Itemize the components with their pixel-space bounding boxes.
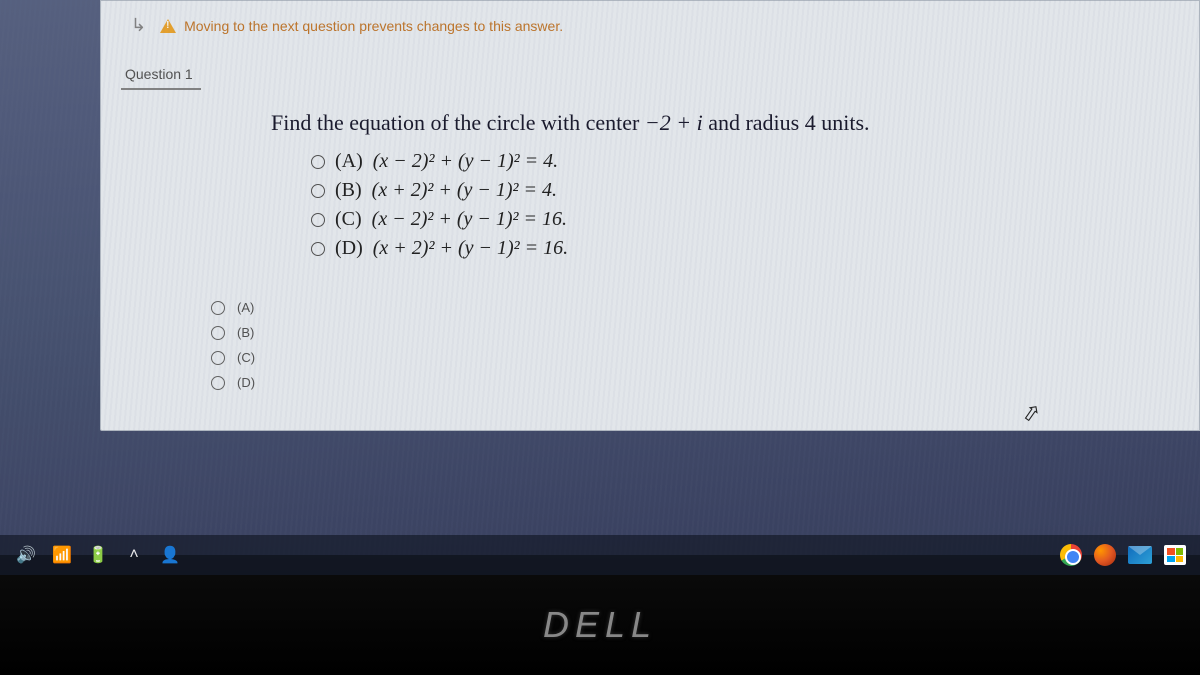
radio-icon <box>311 242 325 256</box>
volume-icon[interactable]: 🔊 <box>14 543 38 567</box>
ms-store-icon[interactable] <box>1164 545 1186 565</box>
monitor-bezel: DELL <box>0 575 1200 675</box>
image-option-c: (C) (x − 2)² + (y − 1)² = 16. <box>311 208 1169 231</box>
indent-arrow-icon: ↳ <box>131 15 146 36</box>
battery-icon[interactable]: 🔋 <box>86 543 110 567</box>
question-text: Find the equation of the circle with cen… <box>271 110 1169 136</box>
chrome-icon[interactable] <box>1060 544 1082 566</box>
radio-icon <box>311 213 325 227</box>
mail-icon[interactable] <box>1128 546 1152 564</box>
warning-text: Moving to the next question prevents cha… <box>184 18 563 34</box>
answer-row-d[interactable]: (D) <box>211 375 1169 390</box>
wifi-icon[interactable]: 📶 <box>50 543 74 567</box>
answer-row-b[interactable]: (B) <box>211 325 1169 340</box>
radio-icon <box>311 184 325 198</box>
answer-label: (B) <box>237 325 254 340</box>
radio-input-a[interactable] <box>211 301 225 315</box>
image-option-a: (A) (x − 2)² + (y − 1)² = 4. <box>311 150 1169 173</box>
quiz-panel: ↳ Moving to the next question prevents c… <box>100 0 1200 431</box>
warning-triangle-icon <box>160 19 176 33</box>
radio-input-d[interactable] <box>211 376 225 390</box>
answer-label: (A) <box>237 300 254 315</box>
answer-choices: (A) (B) (C) (D) <box>211 300 1169 390</box>
answer-label: (D) <box>237 375 255 390</box>
radio-icon <box>311 155 325 169</box>
chevron-up-icon[interactable]: ˄ <box>122 543 146 567</box>
mouse-cursor-icon: ⬀ <box>1019 399 1042 428</box>
answer-label: (C) <box>237 350 255 365</box>
dell-logo: DELL <box>543 604 657 646</box>
image-option-b: (B) (x + 2)² + (y − 1)² = 4. <box>311 179 1169 202</box>
windows-taskbar[interactable]: 🔊 📶 🔋 ˄ 👤 <box>0 535 1200 575</box>
firefox-icon[interactable] <box>1094 544 1116 566</box>
image-option-d: (D) (x + 2)² + (y − 1)² = 16. <box>311 237 1169 260</box>
answer-row-a[interactable]: (A) <box>211 300 1169 315</box>
answer-row-c[interactable]: (C) <box>211 350 1169 365</box>
question-label: Question 1 <box>121 60 201 90</box>
radio-input-b[interactable] <box>211 326 225 340</box>
radio-input-c[interactable] <box>211 351 225 365</box>
question-prompt-area: Find the equation of the circle with cen… <box>271 110 1169 260</box>
warning-bar: ↳ Moving to the next question prevents c… <box>101 1 1199 50</box>
people-icon[interactable]: 👤 <box>158 543 182 567</box>
